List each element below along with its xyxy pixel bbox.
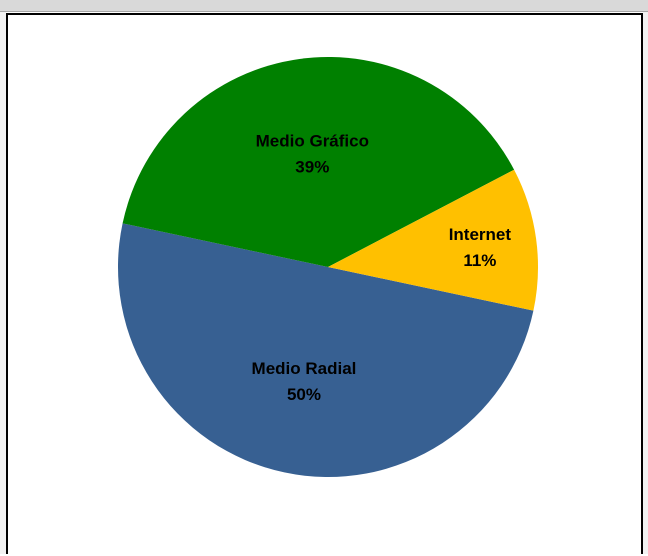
window-top-bar [0,0,648,12]
slice-percent-label-internet: 11% [463,251,496,270]
chart-area: Medio Radial 50% Medio Gráfico 39% Internet 1… [6,13,643,554]
pie-slice-internet [328,169,538,311]
left-margin [0,12,6,554]
pie-slice-medio-radial [118,223,534,477]
right-margin [643,12,648,554]
slice-percent-label-medio-radial: 50% [287,385,321,404]
slice-name-label-medio-grafico: Medio Gráfico [256,132,369,151]
slice-name-label-internet: Internet [449,225,512,244]
pie-slice-medio-grafico [122,56,515,267]
slice-name-label-medio-radial: Medio Radial [252,359,357,378]
pie-chart: Medio Radial 50% Medio Gráfico 39% Internet 1… [118,56,538,477]
slice-percent-label-medio-grafico: 39% [295,158,329,177]
pie-slices [118,56,538,477]
pie-labels: Medio Radial 50% Medio Gráfico 39% Internet 1… [252,132,512,404]
